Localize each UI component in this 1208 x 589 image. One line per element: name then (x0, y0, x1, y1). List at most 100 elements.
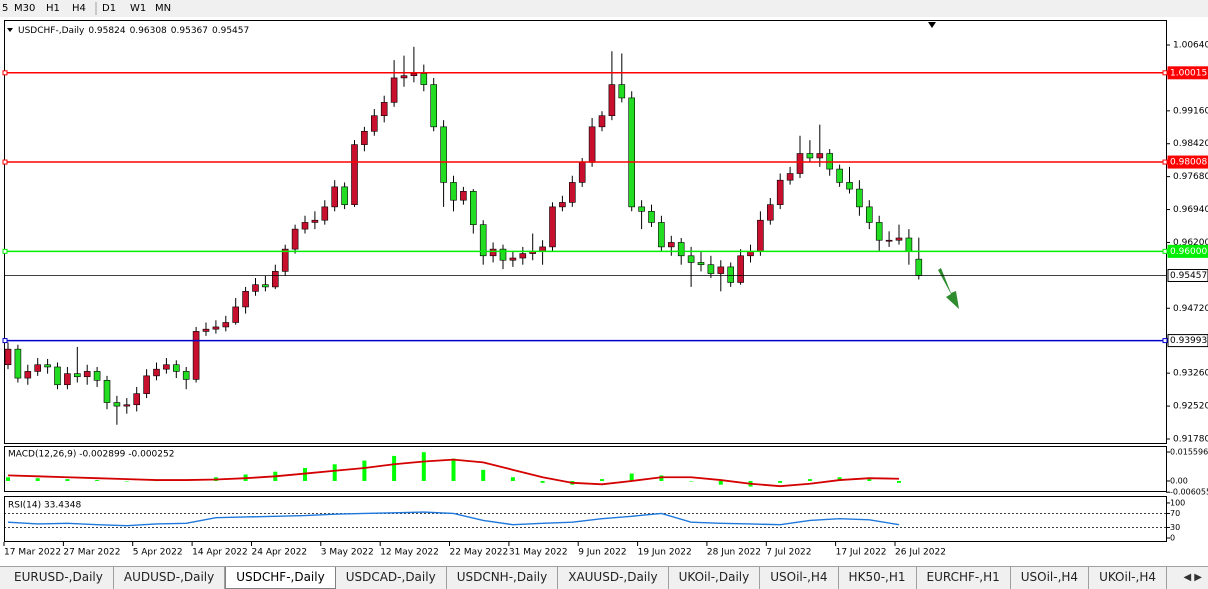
macd-bar (332, 464, 337, 481)
x-tick-label: 17 Jul 2022 (836, 548, 887, 558)
candle-body (34, 364, 42, 372)
candle-body (499, 248, 507, 261)
candle-body (143, 375, 150, 394)
candle-body (321, 206, 329, 221)
candle-body (717, 266, 725, 274)
candle-body (677, 242, 685, 257)
macd-bar (659, 475, 664, 481)
candle-body (440, 126, 447, 183)
candle-body (361, 130, 368, 145)
level-handle (1162, 338, 1168, 344)
candle-body (766, 204, 774, 221)
timeframe-button[interactable]: D1 (102, 3, 116, 14)
symbol-tab[interactable]: USOil-,H4 (760, 567, 839, 589)
candle-body (469, 191, 477, 225)
candle-body (14, 348, 22, 379)
level-handle (1162, 159, 1168, 165)
y-tick-label: 0.92520 (1173, 402, 1208, 412)
macd-bar (778, 480, 783, 483)
candle-body (212, 326, 220, 330)
macd-bar (718, 480, 723, 485)
timeframe-button[interactable]: M30 (14, 3, 35, 14)
symbol-tab[interactable]: XAUUSD-,Daily (558, 567, 669, 589)
macd-bar (6, 477, 10, 481)
y-tick-label: 100 (1170, 498, 1185, 507)
y-tick-label: 0.91780 (1173, 434, 1208, 444)
macd-signal (7, 458, 900, 488)
price-label-box (1167, 268, 1208, 282)
candle-body (865, 206, 873, 223)
candle-body (895, 237, 903, 241)
price-label-box (1167, 334, 1208, 348)
y-tick-label: 0.94720 (1173, 304, 1208, 314)
timeframe-button[interactable]: H1 (46, 3, 60, 14)
candle-body (271, 271, 279, 288)
candle-body (341, 186, 348, 205)
macd-bar (124, 480, 129, 482)
timeframe-button[interactable]: MN (155, 3, 171, 14)
candle-body (380, 102, 388, 117)
timeframe-button[interactable]: H4 (72, 3, 86, 14)
y-tick-label: 0.97680 (1173, 172, 1208, 182)
candle-body (64, 373, 71, 386)
symbol-tab[interactable]: EURCHF-,H1 (917, 567, 1011, 589)
toolbar-bg (0, 0, 1208, 17)
symbol-tab[interactable]: HK50-,H1 (839, 567, 917, 589)
x-tick-label: 19 Jun 2022 (638, 548, 692, 558)
candle-body (390, 77, 398, 103)
candle-body (262, 284, 269, 288)
rsi-label: RSI(14) 33.4348 (8, 501, 81, 511)
level-handle (2, 70, 8, 76)
macd-label: MACD(12,26,9) -0.002899 -0.000252 (8, 450, 174, 460)
tab-scroll[interactable]: ◀ ▶ (1183, 572, 1202, 583)
x-tick-label: 3 May 2022 (321, 548, 374, 558)
y-tick-label: -0.006055 (1170, 488, 1208, 497)
candle-body (707, 264, 715, 274)
y-tick-label: 0.96200 (1173, 238, 1208, 248)
candle-body (83, 371, 91, 378)
x-tick-label: 7 Jul 2022 (766, 548, 811, 558)
candle-body (598, 115, 606, 128)
candle-body (44, 364, 51, 368)
terminal-chart: 5 M30 H1 H4 D1 W1 MN USDCHF-,Daily 0.95824 0.9630… (0, 0, 1208, 558)
symbol-tab[interactable]: UKOil-,H4 (1089, 567, 1167, 589)
candle-body (301, 222, 309, 230)
symbol-tab[interactable]: UKOil-,Daily (669, 567, 761, 589)
symbol-tab[interactable]: USOil-,H4 (1011, 567, 1090, 589)
candle-body (658, 222, 665, 248)
timeframe-button[interactable]: 5 (2, 3, 8, 14)
symbol-tab[interactable]: USDCNH-,Daily (447, 567, 559, 589)
macd-bar (837, 477, 842, 481)
symbol-tab[interactable]: AUDUSD-,Daily (114, 567, 226, 589)
y-tick-label: 70 (1170, 509, 1180, 518)
symbol-tab[interactable]: USDCAD-,Daily (336, 567, 447, 589)
timeframe-button[interactable]: W1 (130, 3, 146, 14)
level-handle (2, 338, 8, 344)
symbol-tab[interactable]: EURUSD-,Daily (4, 567, 114, 589)
symbol-tab[interactable]: USDCHF-,Daily (225, 567, 336, 589)
macd-bar (65, 479, 70, 481)
y-tick-label: 0.00 (1170, 476, 1188, 485)
header-value: USDCHF-,Daily (18, 26, 85, 36)
candle-body (697, 262, 705, 265)
candle-body (757, 219, 764, 252)
x-tick-label: 9 Jun 2022 (578, 548, 626, 558)
header-value: 0.96308 (130, 26, 167, 36)
x-tick-label: 12 May 2022 (380, 548, 439, 558)
candle-body (638, 206, 645, 212)
macd-pane (4, 446, 1167, 492)
candle-body (103, 380, 111, 403)
candle-body (222, 322, 230, 328)
macd-bar (600, 479, 604, 481)
candle-body (816, 153, 824, 159)
candle-body (727, 266, 735, 283)
candle-body (786, 173, 794, 181)
macd-bar (629, 473, 634, 481)
candle-body (113, 402, 121, 407)
price-label: 0.93993 (1170, 336, 1207, 346)
candle-body (826, 153, 834, 170)
candle-body (202, 328, 210, 332)
macd-bar (510, 477, 515, 481)
candle-body (846, 182, 853, 190)
candle-body (54, 366, 61, 386)
